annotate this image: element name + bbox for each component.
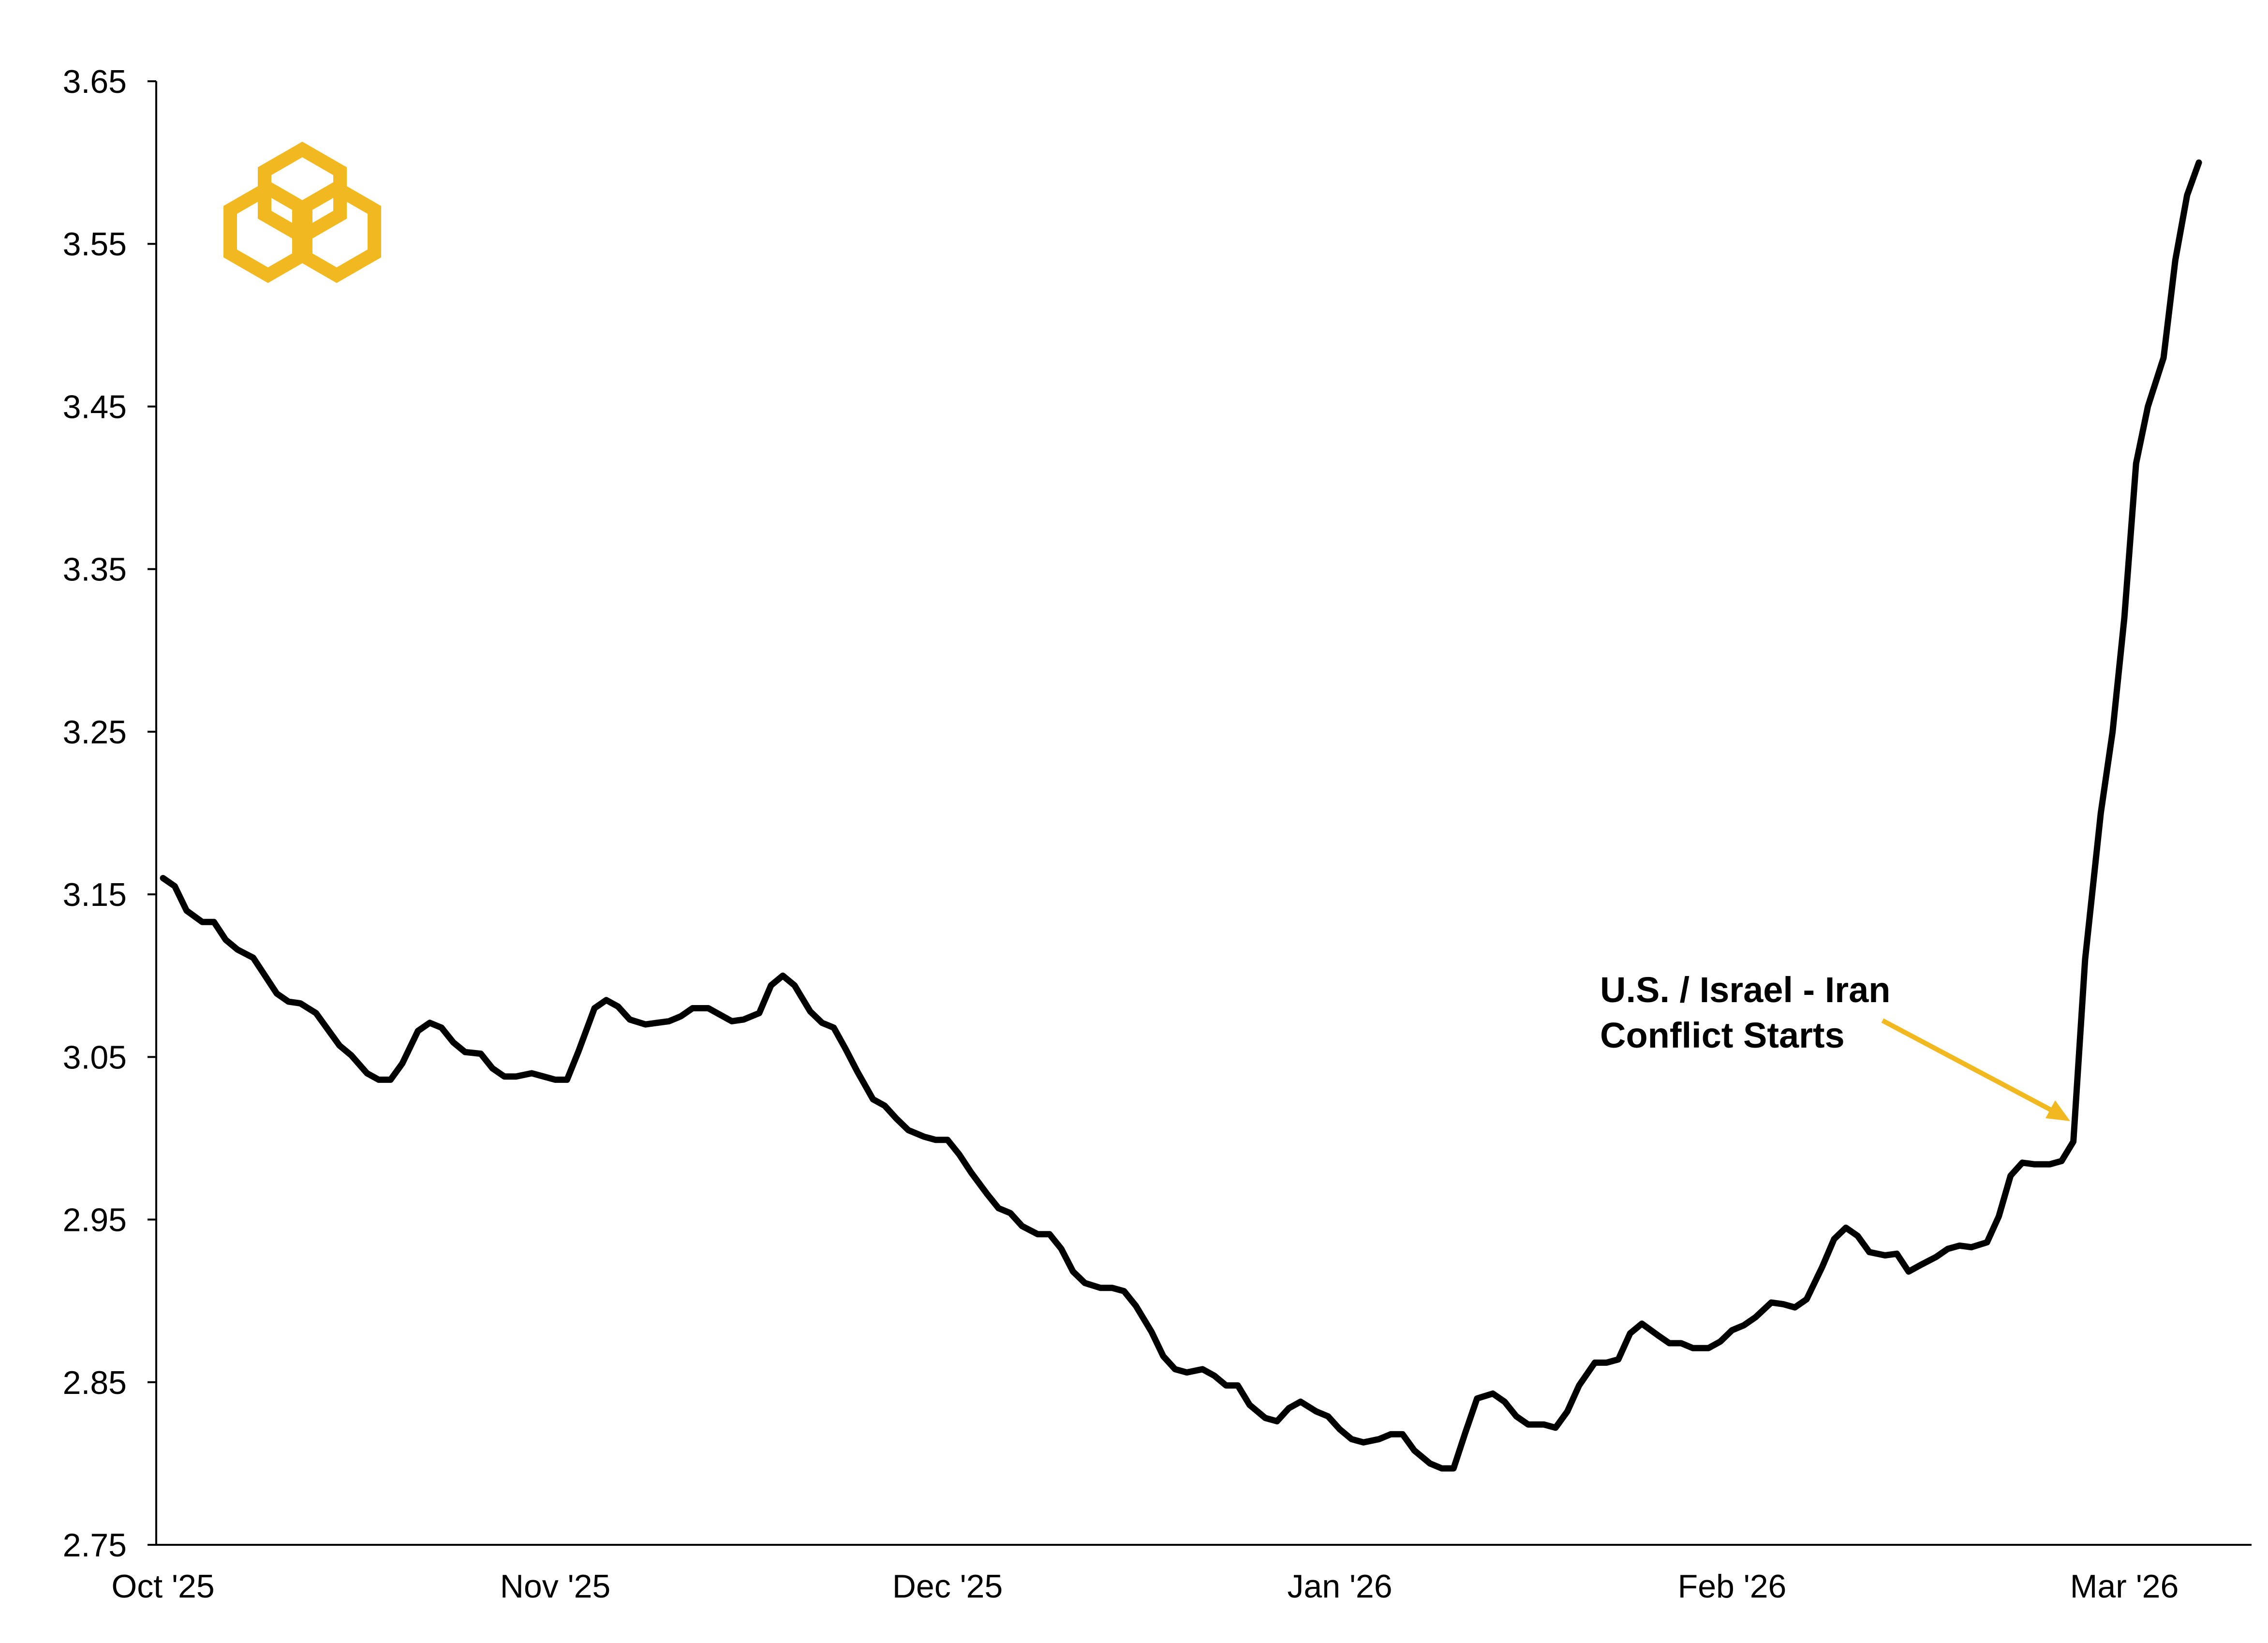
series-line bbox=[160, 159, 2202, 1472]
annotation-line-2: Conflict Starts bbox=[1600, 1015, 1845, 1055]
y-tick-label: 2.95 bbox=[63, 1202, 127, 1239]
annotation-arrow-line bbox=[1881, 1018, 2057, 1115]
annotation-line-1: U.S. / Israel - Iran bbox=[1600, 970, 1890, 1010]
x-axis-ticks: Oct '25 Nov '25 Dec '25 Jan '26 Feb '26 Mar '… bbox=[111, 1568, 2179, 1605]
annotation-arrow-head bbox=[2046, 1100, 2070, 1121]
x-tick-label: Mar '26 bbox=[2070, 1568, 2179, 1605]
y-tick-label: 2.75 bbox=[63, 1527, 127, 1564]
x-tick-label: Nov '25 bbox=[500, 1568, 610, 1605]
conflict-annotation: U.S. / Israel - Iran Conflict Starts bbox=[1600, 970, 2070, 1121]
y-tick-label: 3.45 bbox=[63, 388, 127, 425]
logo-hexagon-right bbox=[292, 180, 381, 283]
x-tick-label: Jan '26 bbox=[1287, 1568, 1392, 1605]
y-tick-label: 3.15 bbox=[63, 876, 127, 913]
y-tick-label: 2.85 bbox=[63, 1364, 127, 1401]
company-logo bbox=[223, 141, 381, 283]
y-tick-label: 3.35 bbox=[63, 551, 127, 588]
y-tick-label: 3.05 bbox=[63, 1039, 127, 1076]
x-tick-label: Feb '26 bbox=[1678, 1568, 1787, 1605]
y-tick-label: 3.65 bbox=[63, 63, 127, 100]
x-tick-label: Dec '25 bbox=[892, 1568, 1003, 1605]
y-tick-label: 3.25 bbox=[63, 714, 127, 751]
y-tick-label: 3.55 bbox=[63, 226, 127, 263]
y-axis-ticks: 3.65 3.55 3.45 3.35 3.25 3.15 3.05 2.95 2.85 2.75 bbox=[63, 63, 156, 1564]
x-tick-label: Oct '25 bbox=[111, 1568, 214, 1605]
